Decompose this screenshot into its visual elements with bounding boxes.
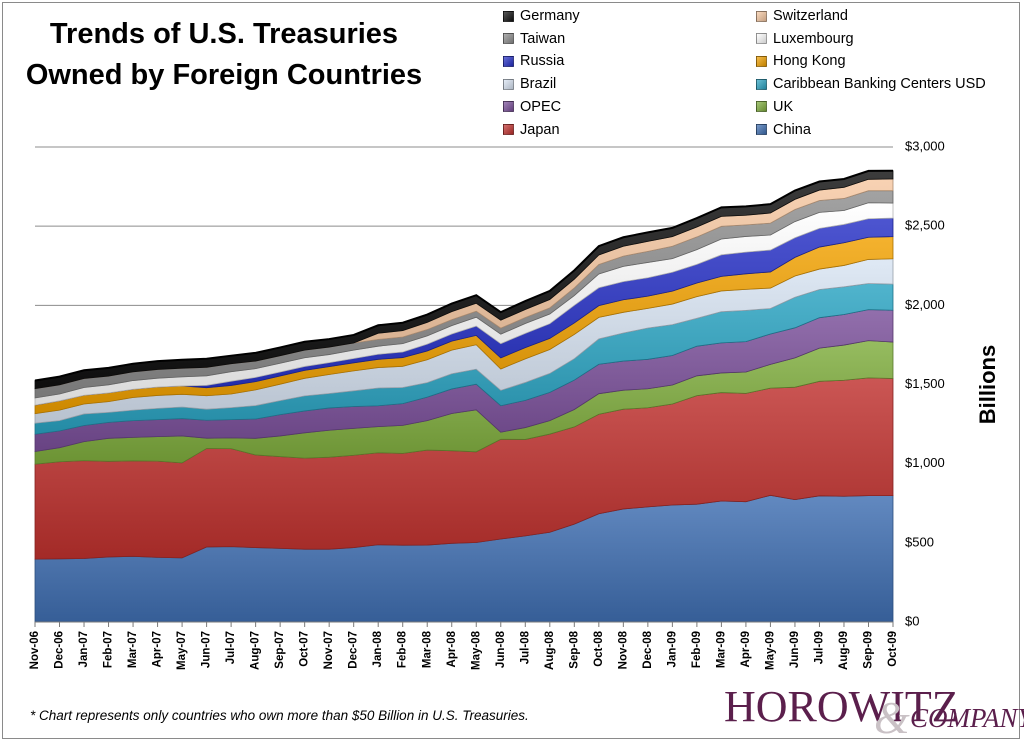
x-tick-label: Nov-07 <box>323 631 335 669</box>
x-tick-label: May-07 <box>176 631 188 670</box>
axes: Nov-06 Dec-06 Jan-07 Feb-07 Mar-07 Apr-07 May-… <box>29 138 1000 670</box>
legend-swatch <box>756 78 767 90</box>
legend-item-opec: OPEC <box>503 97 561 117</box>
legend-swatch <box>756 101 767 113</box>
x-tick-label: May-09 <box>764 631 776 670</box>
x-tick-label: Aug-09 <box>838 631 850 670</box>
y-tick-label: $0 <box>905 613 919 628</box>
area-top-outline <box>34 169 894 382</box>
legend-label: Luxembourg <box>773 30 854 47</box>
x-tick-label: Dec-08 <box>642 630 654 668</box>
legend-item-hong-kong: Hong Kong <box>756 51 846 71</box>
y-tick-label: $2,000 <box>905 297 945 312</box>
legend-item-germany: Germany <box>503 6 580 26</box>
x-tick-label: Jun-09 <box>789 631 801 668</box>
y-tick-label: $1,500 <box>905 376 945 391</box>
chart-legend: Germany Switzerland Taiwan Luxembourg Russia… <box>503 6 1018 141</box>
x-tick-label: Sep-08 <box>568 630 580 668</box>
y-tick-label: $3,000 <box>905 138 945 153</box>
x-tick-label: Dec-06 <box>54 631 66 669</box>
logo-ampersand: & <box>874 692 910 743</box>
x-tick-label: Feb-09 <box>691 631 703 668</box>
x-tick-label: Apr-09 <box>740 631 752 667</box>
x-tick-label: Apr-07 <box>152 631 164 667</box>
legend-label: Brazil <box>520 76 557 93</box>
legend-swatch <box>756 124 767 135</box>
x-tick-label: Sep-09 <box>863 631 875 669</box>
x-tick-label: Jun-08 <box>495 630 507 668</box>
y-axis-label: Billions <box>975 345 1000 424</box>
legend-swatch <box>503 55 514 67</box>
x-tick-label: Jan-09 <box>666 631 678 667</box>
x-tick-label: Sep-07 <box>274 631 286 669</box>
x-tick-label: Jul-08 <box>519 630 531 664</box>
horowitz-logo: HOROWITZ & COMPANY <box>724 681 1024 743</box>
x-tick-label: Oct-08 <box>593 630 605 666</box>
x-tick-label: Jul-09 <box>813 631 825 664</box>
legend-item-taiwan: Taiwan <box>503 29 565 49</box>
x-tick-label: Nov-08 <box>617 630 629 669</box>
legend-label: OPEC <box>520 98 562 115</box>
legend-label: Switzerland <box>773 8 848 24</box>
legend-label: Taiwan <box>520 30 566 47</box>
legend-swatch <box>756 55 767 67</box>
legend-item-luxembourg: Luxembourg <box>756 29 854 49</box>
x-tick-label: Jun-07 <box>201 631 213 668</box>
y-tick-label: $1,000 <box>905 455 945 470</box>
x-tick-label: Jan-08 <box>372 630 384 667</box>
legend-label: UK <box>773 98 794 115</box>
logo-word-horowitz: HOROWITZ <box>724 682 959 731</box>
legend-item-china: China <box>756 120 811 140</box>
footnote: * Chart represents only countries who ow… <box>30 708 529 723</box>
x-tick-label: Jul-07 <box>225 631 237 664</box>
chart-title: Trends of U.S. Treasuries Owned by Forei… <box>14 14 434 96</box>
legend-swatch <box>503 101 514 113</box>
x-tick-label: Mar-09 <box>715 631 727 668</box>
x-tick-label: Mar-07 <box>127 631 139 668</box>
x-tick-label: Oct-09 <box>887 631 899 667</box>
legend-label: Russia <box>520 53 565 70</box>
legend-swatch <box>503 33 514 45</box>
legend-label: China <box>773 121 811 138</box>
x-tick-label: Aug-07 <box>250 631 262 670</box>
legend-label: Japan <box>520 121 560 138</box>
x-tick-label: Feb-07 <box>103 631 115 668</box>
chart-title-line-1: Trends of U.S. Treasuries <box>49 18 399 50</box>
y-tick-label: $500 <box>905 534 934 549</box>
x-tick-label: Dec-07 <box>348 631 360 669</box>
stacked-areas <box>34 169 894 623</box>
legend-item-russia: Russia <box>503 51 564 71</box>
x-tick-label: Mar-08 <box>421 630 433 668</box>
legend-swatch <box>756 10 767 22</box>
x-tick-label: Aug-08 <box>544 630 556 670</box>
legend-swatch <box>756 33 767 45</box>
legend-item-caribbean-banking-centers-usd: Caribbean Banking Centers USD <box>756 74 986 94</box>
y-tick-label: $2,500 <box>905 218 945 233</box>
chart-title-line-2: Owned by Foreign Countries <box>25 59 423 91</box>
legend-swatch <box>503 124 514 135</box>
legend-label: Caribbean Banking Centers USD <box>773 76 986 93</box>
logo-word-company: COMPANY <box>910 703 1024 733</box>
legend-swatch <box>503 10 514 22</box>
x-tick-label: Nov-06 <box>29 631 41 669</box>
legend-swatch <box>503 78 514 90</box>
legend-item-switzerland: Switzerland <box>756 6 848 26</box>
legend-label: Hong Kong <box>773 53 846 70</box>
legend-item-uk: UK <box>756 97 793 117</box>
x-tick-label: Apr-08 <box>446 630 458 667</box>
legend-label: Germany <box>520 8 580 24</box>
x-tick-label: Feb-08 <box>397 630 409 668</box>
legend-item-brazil: Brazil <box>503 74 556 94</box>
x-tick-label: Oct-07 <box>299 631 311 667</box>
legend-item-japan: Japan <box>503 120 560 140</box>
x-tick-label: May-08 <box>470 630 482 670</box>
x-tick-label: Jan-07 <box>78 631 90 667</box>
chart-plot: Nov-06 Dec-06 Jan-07 Feb-07 Mar-07 Apr-07 May-… <box>29 138 1000 670</box>
